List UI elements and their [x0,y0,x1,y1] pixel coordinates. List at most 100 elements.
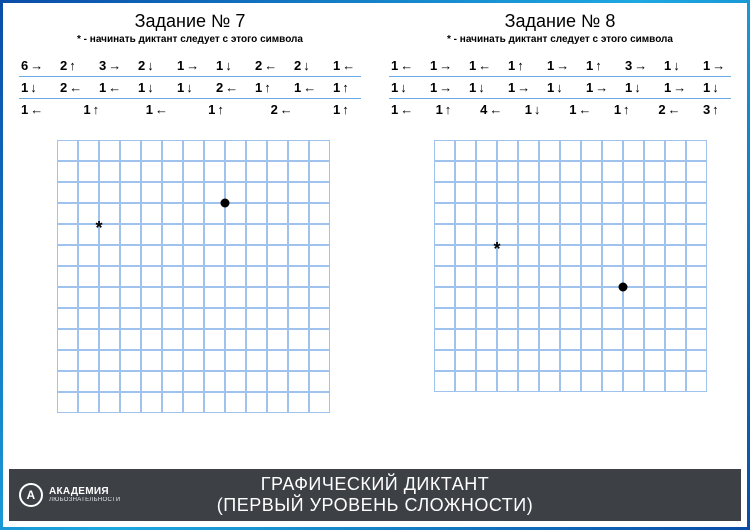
grid-cell [539,266,560,287]
grid-cell [518,308,539,329]
grid-cell [623,245,644,266]
grid-cell [141,329,162,350]
grid-cell [539,182,560,203]
grid-cell [560,245,581,266]
grid-cell [141,224,162,245]
grid-cell [602,371,623,392]
grid-cell [539,224,560,245]
grid-cell [623,350,644,371]
grid-cell [99,266,120,287]
arrow-right-icon: → [712,59,725,72]
grid-cell [455,287,476,308]
grid-cell [288,203,309,224]
instruction-step: 1→ [177,58,203,73]
arrow-down-icon: ↓ [147,81,154,94]
grid-cell [665,140,686,161]
grid-cell [225,392,246,413]
start-marker-icon: * [493,240,500,258]
grid-cell [581,245,602,266]
grid-cell [120,140,141,161]
grid-cell [518,266,539,287]
grid-cell [602,203,623,224]
step-number: 1 [703,58,710,73]
grid-cell [644,161,665,182]
grid-cell [644,266,665,287]
grid-cell [686,350,707,371]
step-number: 3 [703,102,710,117]
grid-cell [539,350,560,371]
grid-cell [665,266,686,287]
instruction-step: 1← [99,80,125,95]
step-number: 2 [271,102,278,117]
step-number: 1 [391,58,398,73]
grid-cell [644,308,665,329]
grid-cell [162,203,183,224]
grid-cell [581,140,602,161]
instruction-step: 1↓ [525,102,551,117]
grid-cell [602,245,623,266]
grid-cell [686,161,707,182]
grid-cell [120,392,141,413]
grid-cell [686,245,707,266]
grid-cell [602,140,623,161]
grid-cell [288,308,309,329]
arrow-right-icon: → [556,59,569,72]
grid-cell [497,161,518,182]
grid-cell [267,224,288,245]
grid-cell [309,392,330,413]
grid-cell [476,203,497,224]
instruction-step: 6→ [21,58,47,73]
arrow-left-icon: ← [30,103,43,116]
grid-cell [99,287,120,308]
instruction-step: 1↓ [138,80,164,95]
grid-cell [120,287,141,308]
grid-cell [581,329,602,350]
step-number: 1 [664,58,671,73]
task-2: Задание № 8* - начинать диктант следует … [389,11,731,120]
grid-cell [434,287,455,308]
arrow-down-icon: ↓ [556,81,563,94]
instruction-step: 1→ [547,58,573,73]
logo-sub: ЛЮБОЗНАТЕЛЬНОСТИ [49,497,120,504]
grid-cell [560,161,581,182]
grid-cell [497,287,518,308]
grid-cell [560,203,581,224]
grid-cell [309,224,330,245]
grid-cell [476,266,497,287]
grid-cell [497,203,518,224]
grid-cell [434,182,455,203]
grid-cell [455,203,476,224]
grid-cell [623,161,644,182]
grid-cell [455,182,476,203]
instruction-step: 1↓ [391,80,417,95]
instruction-step: 1→ [586,80,612,95]
task-title: Задание № 7 [19,11,361,32]
footer-title-line1: ГРАФИЧЕСКИЙ ДИКТАНТ [261,474,489,495]
grid-cell [455,140,476,161]
instruction-step: 1↑ [508,58,534,73]
instruction-step: 1↑ [586,58,612,73]
dot-marker-icon [619,283,628,292]
grid-cell [309,203,330,224]
grid-cell [686,329,707,350]
grid-cell [57,308,78,329]
grid-cell [686,203,707,224]
grid-cell [162,392,183,413]
arrow-left-icon: ← [342,59,355,72]
grid-cell [434,308,455,329]
grid-cell [183,371,204,392]
grid-cell [99,245,120,266]
step-number: 1 [177,80,184,95]
grid-cell [183,140,204,161]
step-number: 2 [658,102,665,117]
grid-cell [288,350,309,371]
grid-cell [141,350,162,371]
arrow-left-icon: ← [155,103,168,116]
grid-cell [120,203,141,224]
instruction-step: 1↑ [614,102,640,117]
grid-cell [497,266,518,287]
grid-cell [288,266,309,287]
grid-cell [267,140,288,161]
grid-cell [686,182,707,203]
instruction-step: 1← [21,102,47,117]
